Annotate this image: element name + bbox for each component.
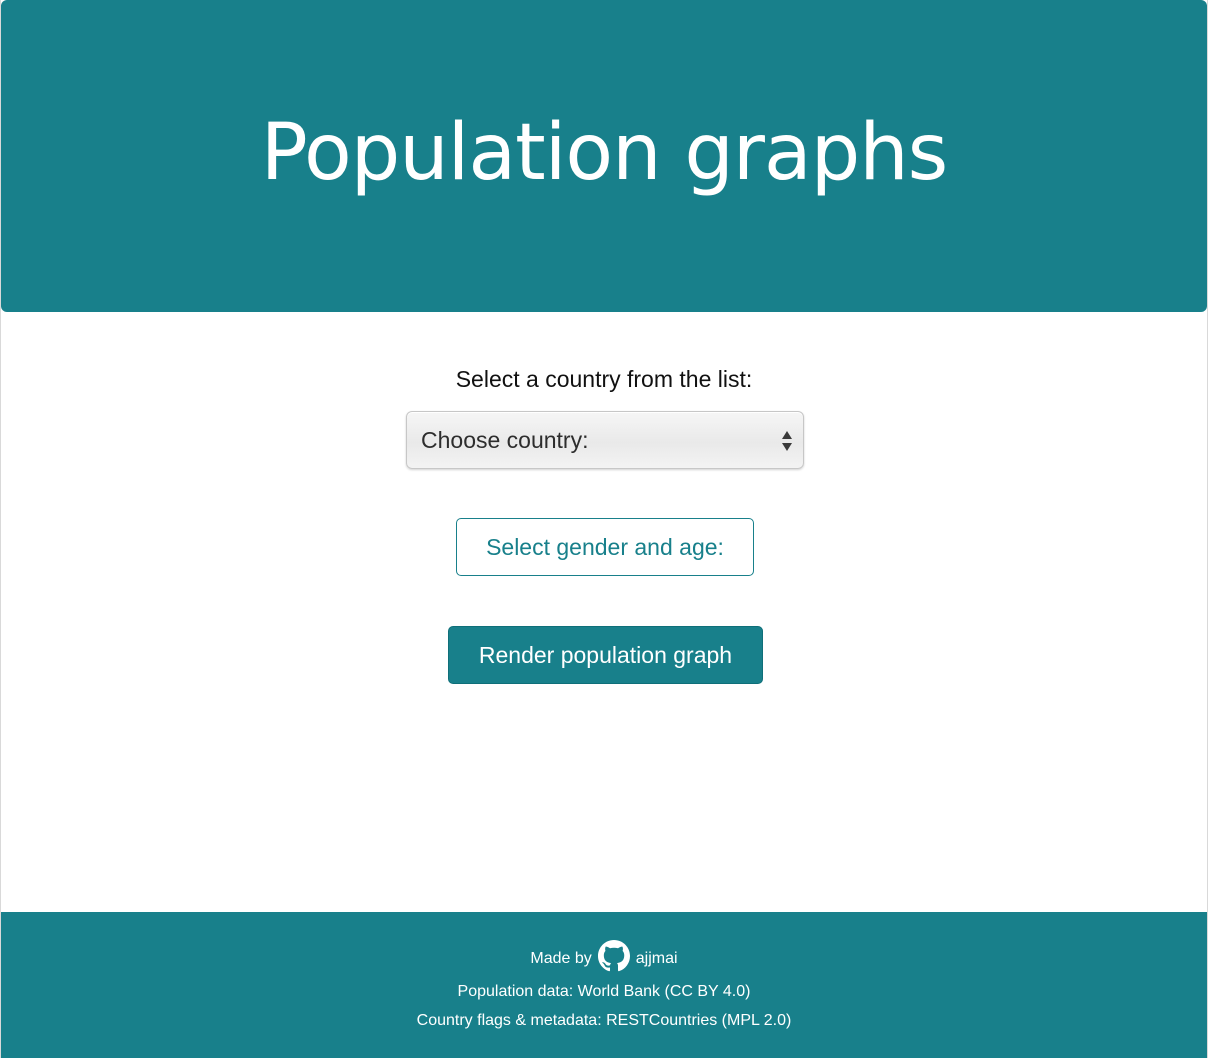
author-link[interactable]: ajjmai [635, 950, 678, 967]
flags-metadata-credit[interactable]: Country flags & metadata: RESTCountries … [416, 1012, 792, 1029]
country-select-label: Select a country from the list: [455, 366, 753, 392]
country-select-value: Choose country: [421, 426, 589, 453]
main-content: Select a country from the list: Choose c… [1, 312, 1207, 912]
made-by-label: Made by [530, 950, 592, 967]
render-population-graph-button[interactable]: Render population graph [448, 626, 763, 684]
population-data-credit[interactable]: Population data: World Bank (CC BY 4.0) [457, 983, 751, 1000]
footer: Made by ajjmai Population data: World Ba… [1, 912, 1207, 1058]
country-select[interactable]: Choose country: [406, 411, 804, 469]
header-banner: Population graphs [1, 0, 1207, 312]
select-gender-age-button[interactable]: Select gender and age: [456, 518, 754, 576]
github-icon[interactable] [597, 940, 630, 972]
select-arrows-icon [782, 431, 792, 451]
page-title: Population graphs [260, 108, 949, 198]
footer-credits: Made by ajjmai [1, 938, 1207, 972]
